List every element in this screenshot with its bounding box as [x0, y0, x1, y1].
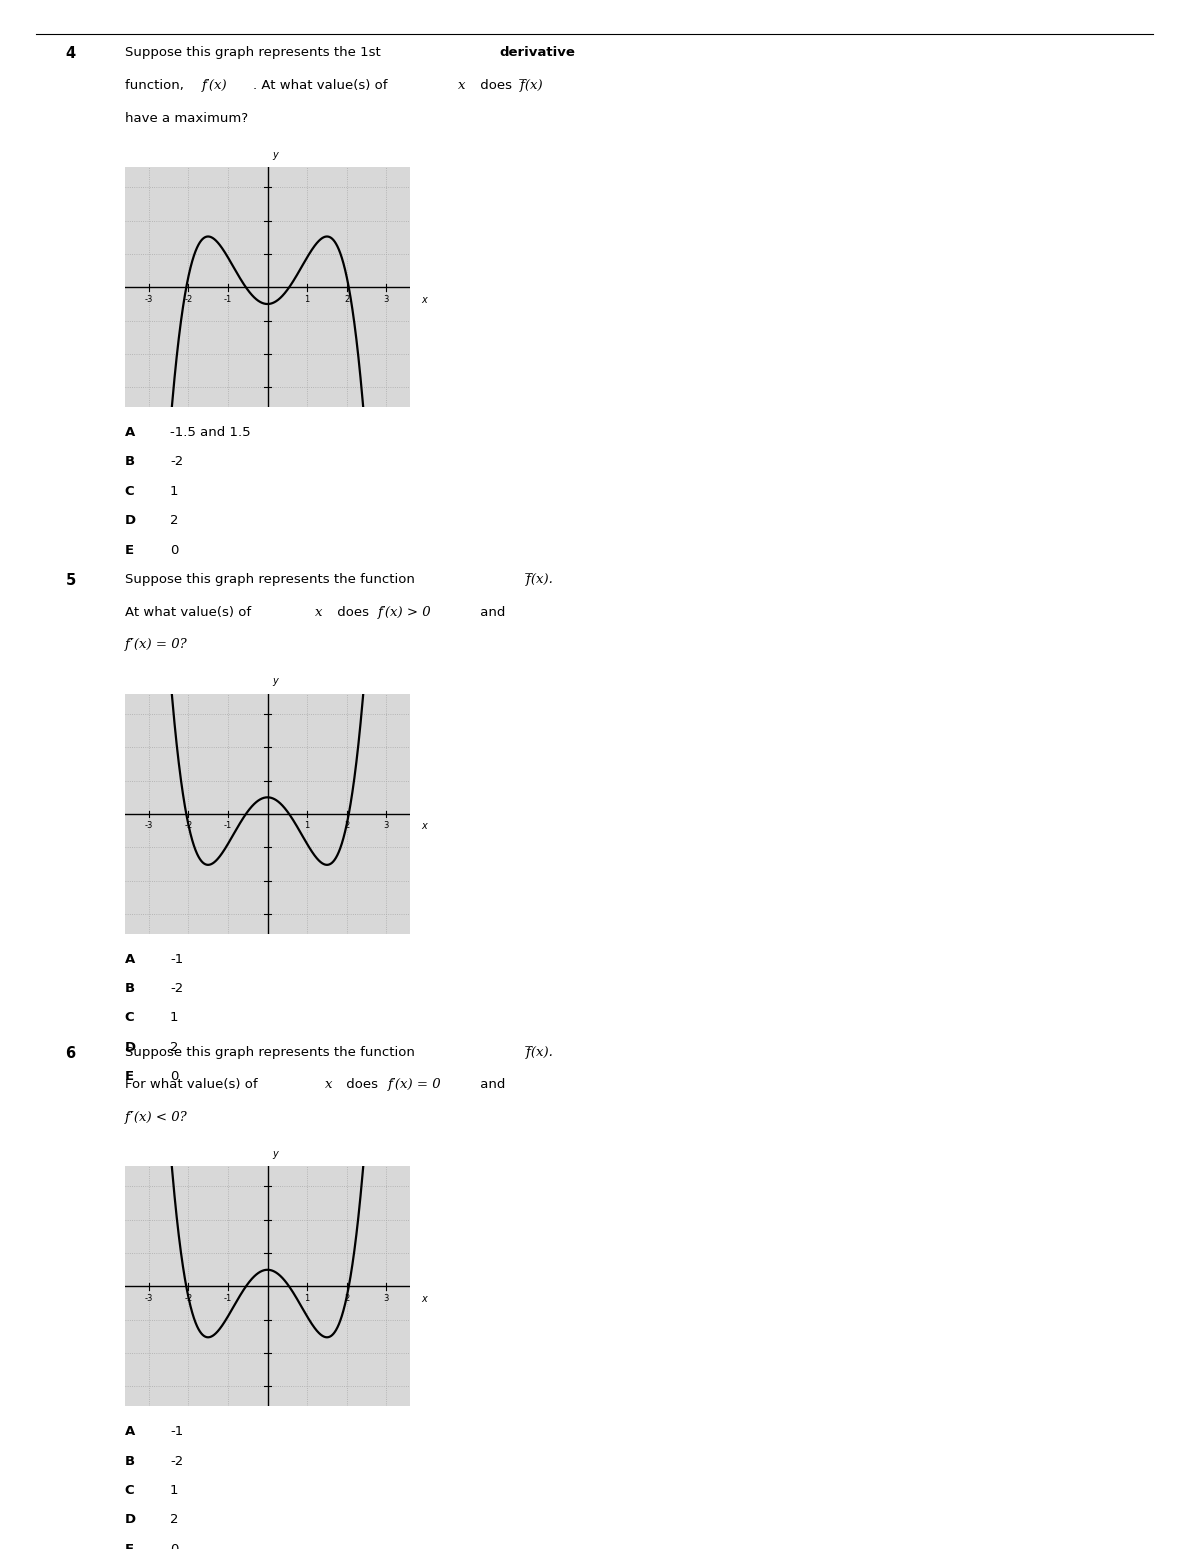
- Text: f′(x) = 0: f′(x) = 0: [388, 1078, 441, 1090]
- Text: f′(x): f′(x): [202, 79, 228, 91]
- Text: D: D: [125, 1513, 136, 1526]
- Text: -2: -2: [170, 455, 183, 468]
- Text: . At what value(s) of: . At what value(s) of: [253, 79, 392, 91]
- Text: does: does: [476, 79, 516, 91]
- Text: 1: 1: [304, 1293, 310, 1303]
- Text: y: y: [272, 677, 278, 686]
- Text: x: x: [421, 821, 427, 832]
- Text: B: B: [125, 982, 136, 994]
- Text: 0: 0: [170, 544, 178, 556]
- Text: have a maximum?: have a maximum?: [125, 112, 249, 124]
- Text: For what value(s) of: For what value(s) of: [125, 1078, 262, 1090]
- Text: -3: -3: [144, 1293, 153, 1303]
- Text: f′(x) > 0: f′(x) > 0: [378, 606, 432, 618]
- Text: Suppose this graph represents the 1st: Suppose this graph represents the 1st: [125, 46, 385, 59]
- Text: x: x: [458, 79, 465, 91]
- Text: 0: 0: [170, 1543, 178, 1549]
- Text: 2: 2: [170, 1513, 178, 1526]
- Text: C: C: [125, 485, 134, 497]
- Text: -1: -1: [224, 294, 232, 304]
- Text: B: B: [125, 1455, 136, 1467]
- Text: E: E: [125, 1070, 134, 1083]
- Text: -1: -1: [224, 1293, 232, 1303]
- Text: -2: -2: [184, 1293, 193, 1303]
- Text: -2: -2: [170, 1455, 183, 1467]
- Text: 3: 3: [384, 1293, 389, 1303]
- Text: -2: -2: [170, 982, 183, 994]
- Text: -1.5 and 1.5: -1.5 and 1.5: [170, 426, 251, 438]
- Text: D: D: [125, 514, 136, 527]
- Text: 3: 3: [384, 294, 389, 304]
- Text: x: x: [315, 606, 322, 618]
- Text: C: C: [125, 1484, 134, 1496]
- Text: 1: 1: [170, 485, 178, 497]
- Text: -3: -3: [144, 821, 153, 830]
- Text: f̅(x).: f̅(x).: [527, 1046, 554, 1058]
- Text: and: and: [476, 1078, 505, 1090]
- Text: x: x: [421, 294, 427, 305]
- Text: -1: -1: [170, 1425, 183, 1437]
- Text: 1: 1: [304, 294, 310, 304]
- Text: f″(x) < 0?: f″(x) < 0?: [125, 1111, 188, 1123]
- Text: 2: 2: [344, 1293, 350, 1303]
- Text: A: A: [125, 426, 136, 438]
- Text: E: E: [125, 1543, 134, 1549]
- Text: A: A: [125, 953, 136, 965]
- Text: D: D: [125, 1041, 136, 1053]
- Text: 1: 1: [304, 821, 310, 830]
- Text: derivative: derivative: [499, 46, 575, 59]
- Text: 2: 2: [170, 1041, 178, 1053]
- Text: 5: 5: [65, 573, 76, 589]
- Text: does: does: [333, 606, 373, 618]
- Text: E: E: [125, 544, 134, 556]
- Text: 6: 6: [65, 1046, 76, 1061]
- Text: -3: -3: [144, 294, 153, 304]
- Text: C: C: [125, 1011, 134, 1024]
- Text: 1: 1: [170, 1484, 178, 1496]
- Text: A: A: [125, 1425, 136, 1437]
- Text: f″(x) = 0?: f″(x) = 0?: [125, 638, 188, 651]
- Text: y: y: [272, 150, 278, 160]
- Text: Suppose this graph represents the function: Suppose this graph represents the functi…: [125, 573, 419, 586]
- Text: -2: -2: [184, 821, 193, 830]
- Text: y: y: [272, 1149, 278, 1159]
- Text: -1: -1: [224, 821, 232, 830]
- Text: 1: 1: [170, 1011, 178, 1024]
- Text: B: B: [125, 455, 136, 468]
- Text: 2: 2: [344, 294, 350, 304]
- Text: -2: -2: [184, 294, 193, 304]
- Text: does: does: [342, 1078, 383, 1090]
- Text: At what value(s) of: At what value(s) of: [125, 606, 256, 618]
- Text: x: x: [325, 1078, 332, 1090]
- Text: x: x: [421, 1293, 427, 1304]
- Text: 2: 2: [170, 514, 178, 527]
- Text: 4: 4: [65, 46, 76, 62]
- Text: f̅(x): f̅(x): [521, 79, 543, 91]
- Text: 3: 3: [384, 821, 389, 830]
- Text: f̅(x).: f̅(x).: [527, 573, 554, 586]
- Text: -1: -1: [170, 953, 183, 965]
- Text: 2: 2: [344, 821, 350, 830]
- Text: and: and: [476, 606, 505, 618]
- Text: Suppose this graph represents the function: Suppose this graph represents the functi…: [125, 1046, 419, 1058]
- Text: function,: function,: [125, 79, 188, 91]
- Text: 0: 0: [170, 1070, 178, 1083]
